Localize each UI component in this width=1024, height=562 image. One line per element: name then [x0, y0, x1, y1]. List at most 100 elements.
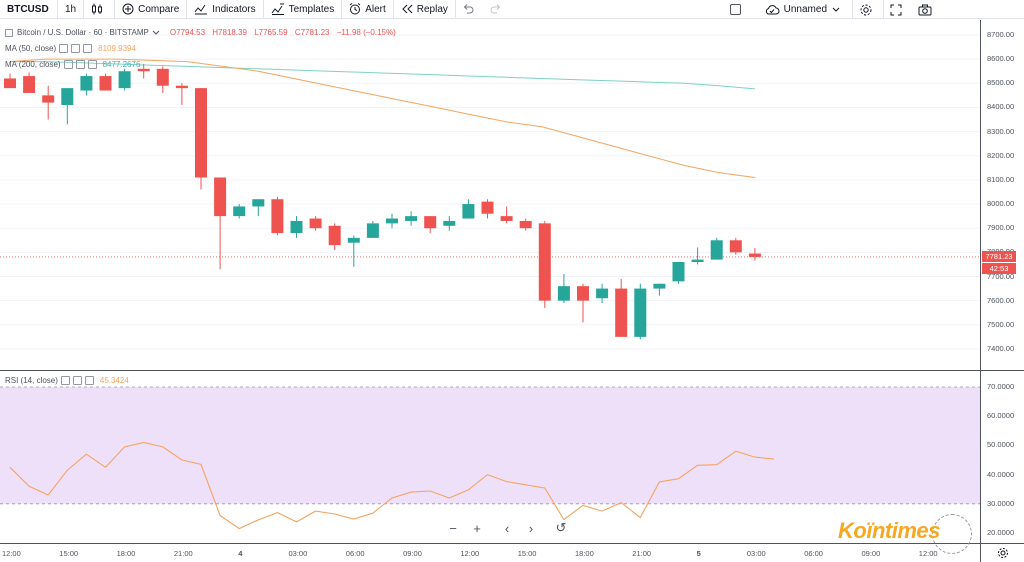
snapshot-button[interactable] [912, 0, 942, 19]
price-tick-label: 8300.00 [987, 126, 1015, 136]
ma50-legend[interactable]: MA (50, close) 8109.9394 [5, 44, 136, 53]
rsi-pane[interactable]: RSI (14, close) 45.3424 [0, 371, 980, 543]
candle-body [214, 177, 227, 217]
close-icon[interactable] [83, 44, 93, 53]
candle-body [99, 76, 112, 91]
interval-button[interactable]: 1h [58, 0, 85, 19]
close-icon[interactable] [84, 376, 94, 385]
eye-icon[interactable] [63, 60, 73, 69]
rsi-tick-label: 20.0000 [987, 528, 1015, 537]
candle-body [252, 199, 265, 207]
replay-button[interactable]: Replay [394, 0, 456, 19]
compare-label: Compare [138, 3, 180, 15]
eye-icon[interactable] [60, 376, 70, 385]
alert-button[interactable]: Alert [342, 0, 394, 19]
undo-button[interactable] [456, 0, 484, 19]
fullscreen-icon [890, 4, 902, 15]
redo-button[interactable] [484, 0, 512, 19]
price-tick-label: 8400.00 [987, 102, 1015, 112]
rsi-label: RSI (14, close) [5, 376, 58, 385]
candle-body [309, 218, 322, 229]
rsi-band [0, 387, 980, 504]
compare-button[interactable]: Compare [115, 0, 188, 19]
cloud-icon [765, 4, 780, 14]
chevron-down-icon[interactable] [152, 30, 160, 36]
ma50-value: 8109.9394 [98, 44, 136, 53]
candle-body [233, 206, 246, 217]
templates-icon [271, 3, 284, 15]
candle-body [653, 283, 666, 289]
close-icon[interactable] [87, 60, 97, 69]
templates-button[interactable]: Templates [264, 0, 343, 19]
candle-body [577, 286, 589, 301]
time-tick-label: 03:00 [288, 549, 308, 558]
plus-circle-icon [122, 3, 134, 15]
price-axis[interactable]: 8700.00 8600.00 8500.00 8400.00 8300.00 8200.… [980, 20, 1024, 543]
candle-body [481, 201, 494, 214]
top-toolbar: BTCUSD 1h Compare Indicators Templates A… [0, 0, 1024, 19]
gear-icon[interactable] [72, 376, 82, 385]
indicators-label: Indicators [212, 3, 256, 15]
gear-icon[interactable] [75, 60, 85, 69]
watermark-logo: Koïntimes [838, 518, 940, 543]
rsi-legend[interactable]: RSI (14, close) 45.3424 [5, 376, 129, 385]
time-tick-label: 4 [238, 549, 243, 558]
candle-body [729, 240, 742, 253]
collapse-icon[interactable] [5, 28, 13, 37]
fullscreen-button[interactable] [884, 0, 912, 19]
price-tick-label: 7900.00 [987, 223, 1015, 233]
reset-chart-button[interactable]: ↺ [555, 520, 567, 535]
zoom-out-button[interactable]: − [449, 520, 457, 536]
pane-separator[interactable] [0, 370, 1024, 371]
gear-icon [860, 4, 872, 15]
chart-type-button[interactable] [84, 0, 116, 19]
candle-body [424, 216, 437, 229]
layout-menu[interactable]: Unnamed [757, 0, 853, 19]
ma50-label: MA (50, close) [5, 44, 57, 53]
eye-icon[interactable] [59, 44, 69, 53]
chevron-down-icon [832, 7, 840, 12]
indicators-button[interactable]: Indicators [187, 0, 264, 19]
time-tick-label: 18:00 [116, 549, 136, 558]
redo-icon [490, 4, 501, 14]
gear-icon[interactable] [71, 44, 81, 53]
price-tick-label: 8600.00 [987, 54, 1015, 64]
candle-body [137, 68, 150, 72]
symbol-search[interactable]: BTCUSD [0, 0, 58, 19]
rsi-tick-label: 40.0000 [987, 469, 1015, 479]
time-axis[interactable]: 12:00 15:00 18:00 21:00 4 03:00 06:00 09:00 12:0… [0, 543, 980, 562]
camera-icon [918, 4, 932, 15]
select-checkbox[interactable] [724, 0, 747, 19]
candle-body [443, 220, 456, 226]
price-tick-label: 8100.00 [987, 174, 1015, 184]
undo-icon [463, 4, 474, 14]
price-chart[interactable] [0, 20, 980, 370]
price-tick-label: 8700.00 [987, 30, 1015, 39]
candle-body [42, 95, 55, 103]
toolbar-right-group: Unnamed [724, 0, 1024, 19]
time-tick-label: 21:00 [173, 549, 193, 558]
settings-button[interactable] [853, 0, 884, 19]
ma200-value: 8477.2676 [102, 60, 141, 69]
time-tick-label: 12:00 [918, 549, 938, 558]
price-tick-label: 7400.00 [987, 343, 1015, 353]
rsi-chart[interactable] [0, 371, 980, 543]
ma200-legend[interactable]: MA (200, close) 8477.2676 [5, 60, 140, 69]
zoom-in-button[interactable]: + [473, 520, 481, 536]
time-tick-label: 15:00 [59, 549, 79, 558]
time-tick-label: 09:00 [861, 549, 881, 558]
price-tick-label: 7500.00 [987, 319, 1015, 329]
templates-label: Templates [288, 3, 335, 15]
rsi-tick-label: 30.0000 [987, 498, 1015, 508]
candle-body [691, 259, 704, 263]
candle-body [500, 216, 513, 221]
chart-navigation: − + ‹ › ↺ [443, 518, 575, 538]
ohlc-high: H7818.39 [212, 28, 247, 37]
candle-body [405, 216, 418, 221]
axis-settings-button[interactable] [980, 543, 1024, 562]
scroll-right-button[interactable]: › [528, 520, 534, 536]
price-tick-label: 7600.00 [987, 295, 1015, 305]
time-tick-label: 18:00 [575, 549, 594, 558]
price-pane[interactable]: Bitcoin / U.S. Dollar · 60 · BITSTAMP O7… [0, 20, 980, 370]
scroll-left-button[interactable]: ‹ [504, 520, 510, 536]
